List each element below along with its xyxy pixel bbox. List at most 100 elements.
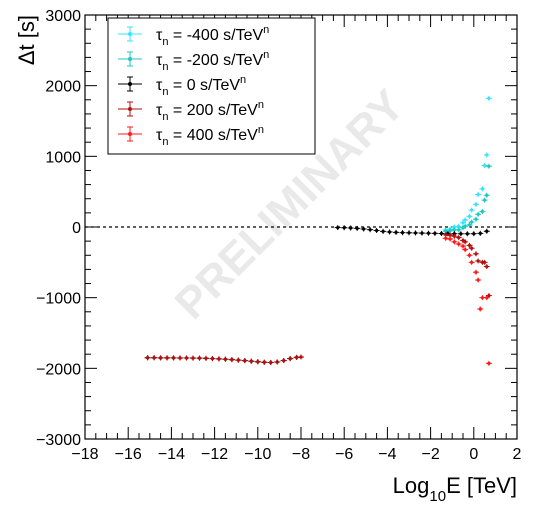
data-point [485, 95, 492, 101]
data-point [455, 241, 462, 247]
data-point [483, 264, 490, 270]
y-axis-label: Δt [s] [14, 15, 39, 65]
data-point [196, 355, 203, 361]
x-tick-label: 0 [469, 446, 478, 463]
data-point [280, 358, 287, 364]
data-point [466, 242, 473, 248]
data-point [472, 251, 479, 257]
x-axis-label: Log10E [TeV] [393, 473, 517, 505]
data-point [483, 152, 490, 158]
data-point [462, 247, 469, 253]
legend-marker-dot [128, 32, 132, 36]
data-point [466, 213, 473, 219]
data-point [151, 355, 158, 361]
legend-label: τn = -200 s/TeVn [156, 49, 269, 73]
legend-box [107, 17, 316, 155]
x-tick-label: −14 [158, 446, 185, 463]
data-point [380, 228, 387, 234]
data-point [462, 239, 469, 245]
data-point [472, 201, 479, 207]
data-point [287, 356, 294, 362]
data-point [460, 243, 466, 249]
legend-marker-dot [128, 57, 132, 61]
data-point [347, 225, 354, 231]
data-point [457, 231, 464, 237]
data-point [431, 230, 438, 236]
data-point [472, 269, 479, 275]
data-point [447, 228, 454, 234]
series-4 [442, 235, 492, 366]
data-point [144, 355, 151, 361]
data-point [360, 226, 367, 232]
y-tick-label: −2000 [36, 361, 81, 378]
data-point [393, 229, 400, 235]
data-point [475, 277, 482, 283]
x-axis-label-rest: E [TeV] [446, 473, 517, 498]
data-point [354, 225, 361, 231]
data-point [334, 225, 341, 231]
y-tick-label: −3000 [36, 432, 81, 449]
data-point [386, 229, 393, 235]
y-tick-label: 1000 [45, 149, 81, 166]
data-point [209, 356, 216, 362]
data-point [462, 217, 469, 223]
x-tick-label: 2 [513, 446, 522, 463]
data-point [222, 356, 229, 362]
legend-label: τn = 0 s/TeVn [156, 74, 246, 98]
x-tick-label: −18 [71, 446, 98, 463]
x-tick-label: −6 [335, 446, 353, 463]
data-point [468, 245, 475, 251]
data-point [481, 163, 488, 169]
legend-marker-dot [128, 107, 132, 111]
data-point [373, 228, 380, 234]
data-point [190, 355, 196, 361]
x-tick-label: −10 [244, 446, 271, 463]
data-point [261, 359, 268, 365]
data-point [483, 295, 490, 301]
data-point [341, 225, 348, 231]
data-point [438, 231, 445, 237]
data-point [462, 223, 469, 229]
data-point [406, 230, 412, 236]
data-point [267, 359, 274, 365]
data-point [485, 360, 492, 366]
data-point [466, 252, 473, 258]
data-point [202, 355, 209, 361]
data-point [483, 228, 490, 234]
legend-entry: τn = -400 s/TeVn [118, 24, 269, 48]
data-point [477, 230, 484, 236]
data-point [475, 211, 482, 217]
data-point [274, 359, 281, 365]
data-point [475, 191, 482, 197]
data-point [447, 236, 454, 242]
data-point [485, 163, 492, 169]
data-point [215, 356, 222, 362]
data-point [177, 355, 184, 361]
data-point [477, 306, 484, 312]
x-tick-label: −8 [292, 446, 310, 463]
legend-label: τn = 400 s/TeVn [156, 124, 264, 148]
data-point [442, 235, 449, 241]
data-point [468, 207, 475, 213]
data-point [468, 259, 475, 265]
data-point [466, 222, 473, 228]
legend-label: τn = -400 s/TeVn [156, 24, 269, 48]
y-tick-label: −1000 [36, 291, 81, 308]
data-point [472, 216, 479, 222]
legend-entry: τn = 0 s/TeVn [118, 74, 246, 98]
data-point [455, 235, 462, 241]
y-tick-label: 2000 [45, 79, 81, 96]
data-point [481, 259, 488, 265]
data-point [470, 231, 477, 237]
data-point [483, 192, 490, 198]
data-point [455, 227, 462, 233]
x-tick-label: −16 [115, 446, 142, 463]
data-point [451, 239, 458, 245]
data-point [418, 230, 425, 236]
data-point [254, 359, 261, 365]
data-point [298, 354, 304, 360]
data-point [460, 220, 466, 226]
data-point [475, 258, 482, 264]
